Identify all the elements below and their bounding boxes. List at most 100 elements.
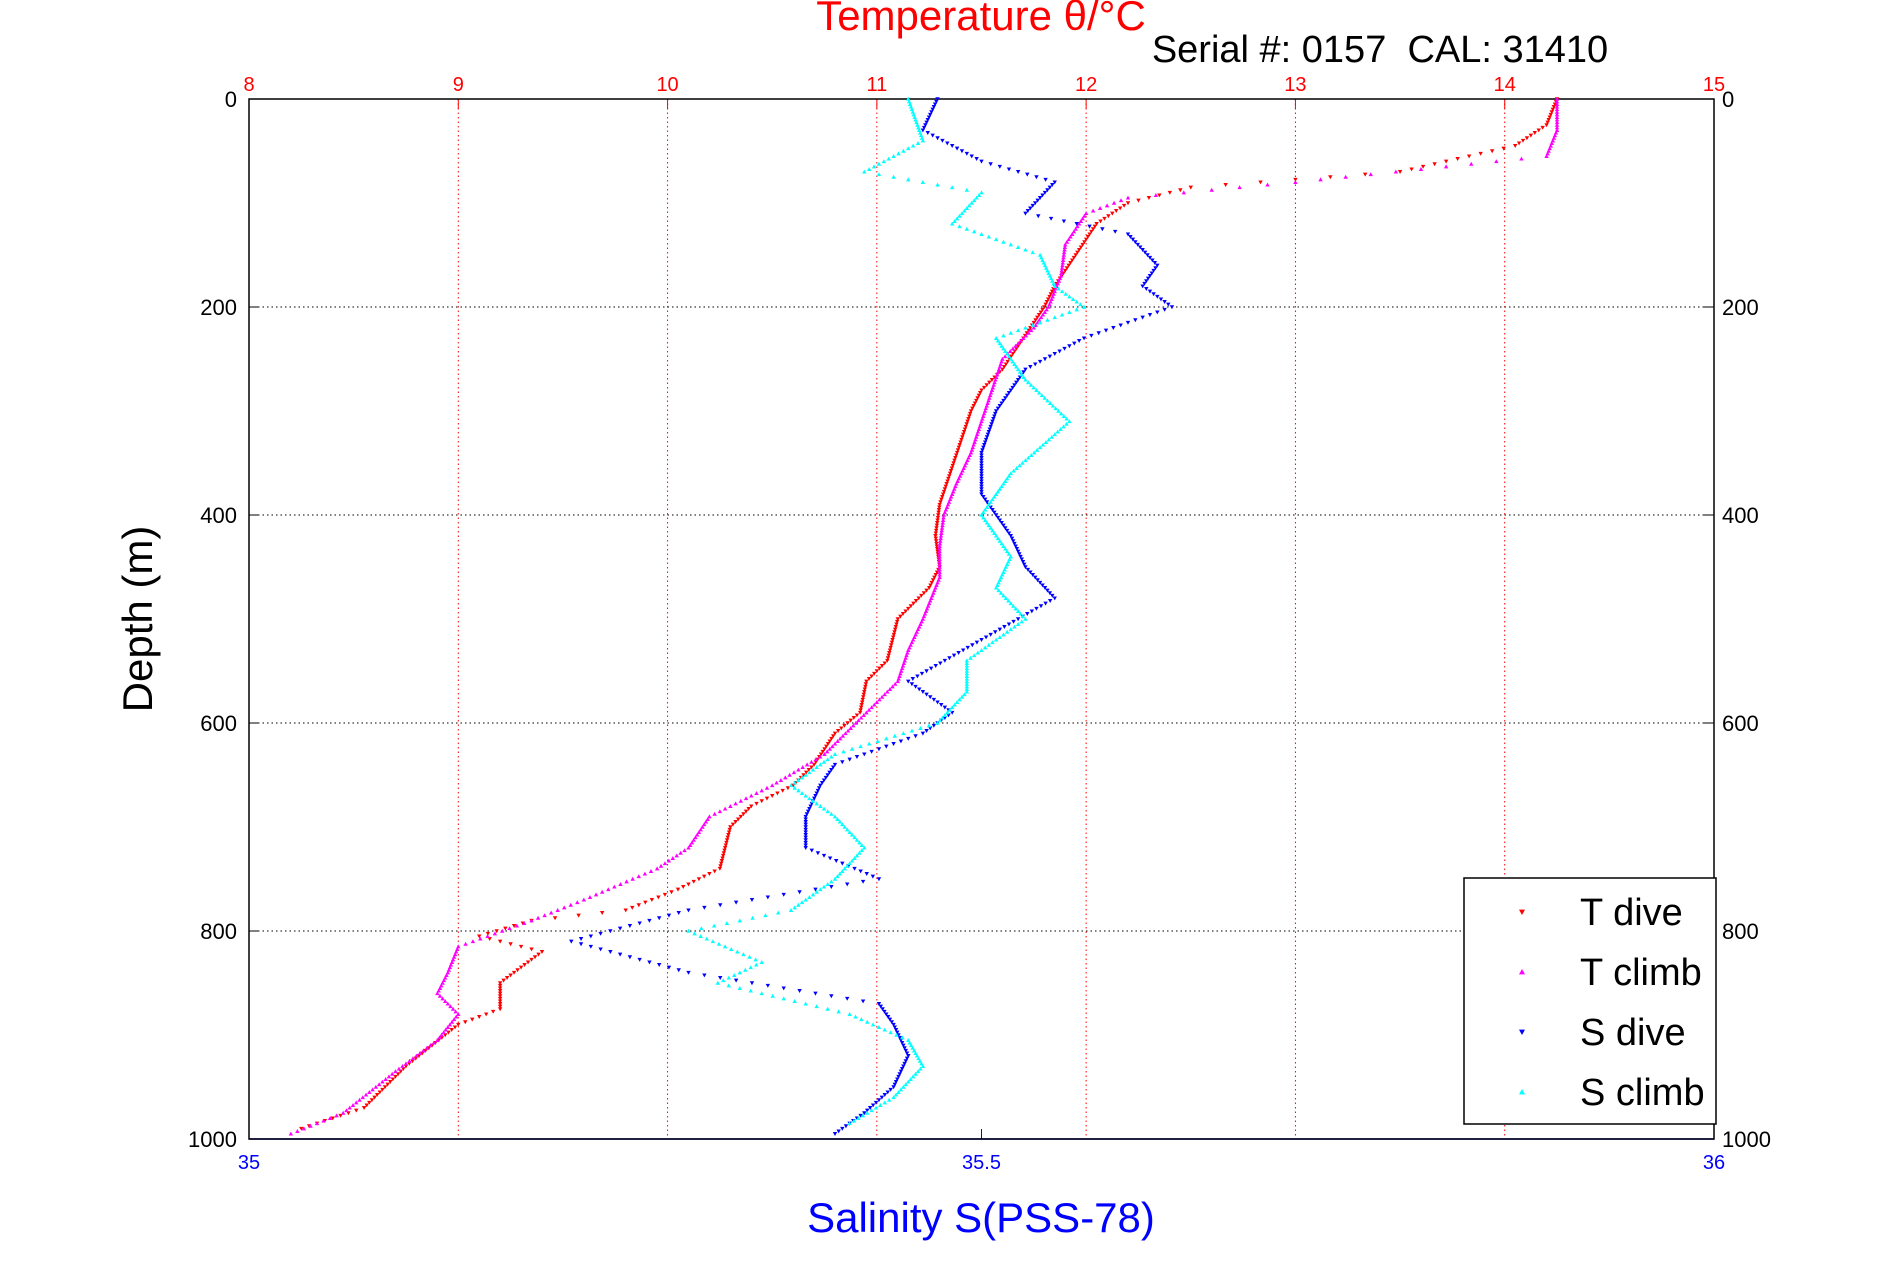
data-point [712,869,717,874]
data-point [879,1095,885,1100]
data-point [792,785,797,790]
data-point [1554,104,1560,109]
data-point [993,637,999,642]
data-point [718,976,723,980]
data-point [885,1090,890,1095]
data-point [692,931,697,936]
data-point [813,887,818,892]
data-point [890,684,895,689]
data-point [877,697,882,702]
data-point [935,720,940,725]
data-point [1080,242,1085,247]
data-point [1059,312,1065,317]
data-point [796,902,801,907]
data-point [1010,346,1016,351]
data-point [985,432,991,437]
data-point [1015,328,1021,333]
data-point [858,744,863,749]
data-point [790,783,796,788]
data-point [860,1113,866,1118]
data-point [836,1129,841,1134]
data-point [1136,198,1141,203]
data-point [675,887,681,892]
data-point [426,1046,432,1051]
data-point [937,559,942,564]
data-point [608,950,613,954]
data-point [717,866,723,871]
data-point [896,1090,901,1094]
data-point [1014,364,1019,369]
data-point [986,234,992,239]
data-point [970,643,975,648]
data-point [1536,128,1541,133]
data-point [937,572,942,577]
data-point [975,650,981,655]
data-point [698,827,703,832]
data-point [1003,526,1008,531]
data-point [437,993,443,998]
data-point [853,720,859,725]
data-point [910,143,916,148]
data-point [865,1019,870,1024]
data-point [1166,302,1171,307]
data-point [840,869,845,873]
data-point [759,991,764,996]
data-point [403,1061,409,1066]
data-point [928,726,933,731]
data-point [1169,305,1175,310]
data-point [899,666,905,671]
data-point [1023,333,1029,338]
data-point [1102,216,1107,221]
data-point [1059,271,1064,275]
data-point [1089,229,1094,234]
data-point [906,1079,911,1084]
data-point [308,1123,313,1128]
data-point [799,900,805,905]
data-point [895,1030,900,1035]
data-point [1064,421,1069,426]
data-point [817,754,823,759]
data-point [1048,216,1054,221]
data-point [781,986,786,991]
data-point [501,978,506,983]
data-point [964,689,970,694]
data-point [1043,302,1048,307]
data-point [1071,229,1077,234]
data-point [518,965,524,970]
data-point [698,934,703,938]
data-point [876,172,882,177]
data-point [1040,193,1045,198]
data-point [847,830,852,834]
data-point [940,492,946,497]
data-point [1096,331,1101,336]
data-point [536,952,541,957]
data-point [452,1025,458,1030]
data-point [1073,253,1078,258]
data-point [1037,317,1042,322]
data-point [942,705,948,710]
salinity-tick-label: 36 [1703,1152,1725,1174]
serial-annotation: Serial #: 0157 CAL: 31410 [1152,29,1608,71]
data-point [829,811,834,816]
data-point [743,967,748,972]
data-point [1155,310,1160,315]
depth-tick-label-left: 800 [200,919,237,944]
data-point [330,1116,335,1121]
data-point [1554,120,1560,125]
data-point [1037,359,1043,364]
data-point [1043,440,1049,444]
data-point [860,697,865,702]
data-point [799,775,805,780]
data-point [897,674,902,678]
data-point [1140,248,1145,252]
data-point [398,1069,403,1074]
data-point [940,520,945,525]
data-point [964,663,970,668]
data-point [822,747,827,752]
data-point [847,757,852,762]
data-point [979,482,984,486]
data-point [951,653,957,658]
data-point [956,445,962,450]
data-point [882,1009,887,1014]
chart-title: Temperature θ/°C [816,0,1146,39]
